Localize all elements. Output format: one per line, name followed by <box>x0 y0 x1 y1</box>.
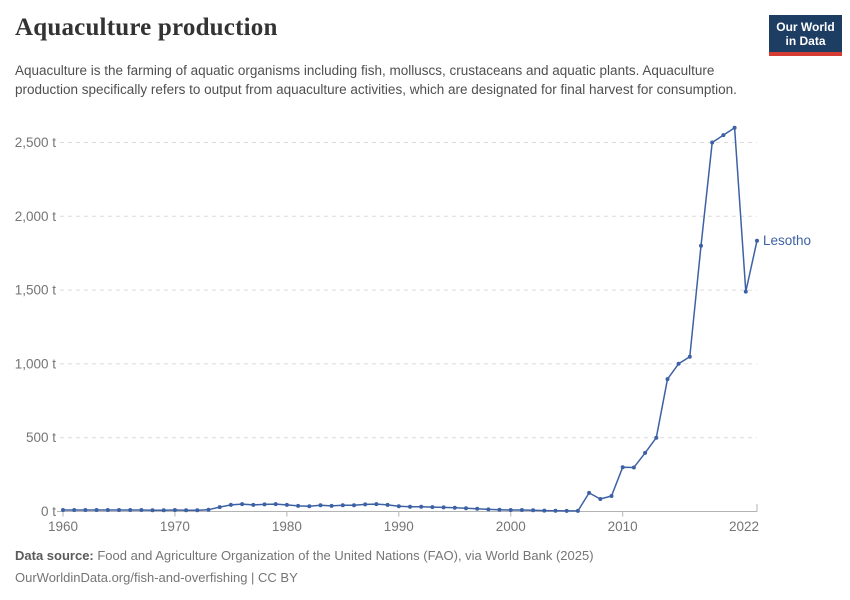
data-point[interactable] <box>408 504 412 509</box>
data-point[interactable] <box>441 505 446 510</box>
data-point[interactable] <box>307 504 312 509</box>
y-axis-tick-label: 1,500 t <box>15 283 57 298</box>
data-point[interactable] <box>609 494 614 498</box>
data-point[interactable] <box>755 238 759 243</box>
data-point[interactable] <box>262 502 267 507</box>
x-axis-tick-label: 1990 <box>384 519 414 534</box>
data-point[interactable] <box>430 505 435 510</box>
data-point[interactable] <box>676 361 681 366</box>
data-point[interactable] <box>531 508 536 513</box>
data-point[interactable] <box>94 508 99 512</box>
data-point[interactable] <box>105 508 110 512</box>
data-point[interactable] <box>72 508 77 512</box>
data-point[interactable] <box>363 502 368 507</box>
data-point[interactable] <box>587 490 592 495</box>
data-point[interactable] <box>508 508 513 512</box>
data-point[interactable] <box>340 503 345 508</box>
data-point[interactable] <box>385 502 390 507</box>
data-line[interactable] <box>63 126 758 512</box>
data-point[interactable] <box>396 504 401 509</box>
data-point[interactable] <box>486 507 491 512</box>
x-axis-tick-label: 2022 <box>729 519 759 534</box>
data-source-line: Data source: Food and Agriculture Organi… <box>15 545 594 567</box>
data-point[interactable] <box>631 465 636 470</box>
data-point[interactable] <box>217 505 222 510</box>
data-point[interactable] <box>464 506 468 511</box>
data-point[interactable] <box>654 435 659 440</box>
data-point[interactable] <box>419 504 424 509</box>
data-point[interactable] <box>452 505 457 510</box>
data-point[interactable] <box>273 502 278 507</box>
y-axis-tick-label: 500 t <box>26 430 56 445</box>
data-point[interactable] <box>352 503 356 508</box>
data-point[interactable] <box>184 508 189 513</box>
data-point[interactable] <box>553 508 558 513</box>
logo-red-accent-bar <box>769 52 842 56</box>
data-point[interactable] <box>620 465 625 470</box>
x-axis-tick-label: 1980 <box>272 519 302 534</box>
data-point[interactable] <box>83 508 88 512</box>
data-point[interactable] <box>195 508 200 513</box>
data-point[interactable] <box>665 377 670 382</box>
data-point[interactable] <box>240 502 245 507</box>
data-point[interactable] <box>542 508 547 513</box>
data-point[interactable] <box>61 508 65 512</box>
data-point[interactable] <box>318 503 323 508</box>
data-point[interactable] <box>475 506 480 511</box>
footer: Data source: Food and Agriculture Organi… <box>15 545 594 589</box>
data-source-text: Food and Agriculture Organization of the… <box>93 548 594 563</box>
data-source-label: Data source: <box>15 548 94 563</box>
page-title: Aquaculture production <box>15 14 278 41</box>
y-axis-tick-label: 2,000 t <box>15 209 57 224</box>
data-point[interactable] <box>575 508 580 513</box>
x-axis-tick-label: 1970 <box>160 519 190 534</box>
logo-line-1: Our World <box>776 19 835 34</box>
logo-line-2: in Data <box>785 33 826 48</box>
y-axis-tick-label: 2,500 t <box>15 135 57 150</box>
x-axis-tick-label: 1960 <box>48 519 78 534</box>
data-point[interactable] <box>172 508 177 512</box>
chart-subtitle: Aquaculture is the farming of aquatic or… <box>15 63 737 97</box>
data-point[interactable] <box>721 133 726 138</box>
series-end-label[interactable]: Lesotho <box>763 233 811 248</box>
y-axis-tick-label: 0 t <box>41 504 56 519</box>
data-point[interactable] <box>206 507 211 512</box>
data-point[interactable] <box>161 508 166 513</box>
license-line[interactable]: OurWorldinData.org/fish-and-overfishing … <box>15 570 298 585</box>
data-point[interactable] <box>564 508 569 513</box>
data-point[interactable] <box>329 503 334 508</box>
owid-logo[interactable]: Our World in Data <box>769 15 842 56</box>
data-point[interactable] <box>296 503 301 508</box>
data-point[interactable] <box>128 508 133 512</box>
data-point[interactable] <box>228 502 233 507</box>
data-point[interactable] <box>251 502 256 507</box>
data-point[interactable] <box>139 508 144 512</box>
x-axis-tick-label: 2010 <box>608 519 638 534</box>
y-axis-tick-label: 1,000 t <box>15 356 57 371</box>
data-point[interactable] <box>519 508 524 512</box>
data-point[interactable] <box>710 140 715 145</box>
data-point[interactable] <box>743 289 748 294</box>
data-point[interactable] <box>150 508 155 513</box>
data-point[interactable] <box>687 354 692 359</box>
data-point[interactable] <box>117 508 121 512</box>
data-point[interactable] <box>699 243 703 248</box>
data-point[interactable] <box>643 450 648 455</box>
data-point[interactable] <box>284 502 289 507</box>
data-point[interactable] <box>598 497 603 501</box>
data-point[interactable] <box>732 125 737 130</box>
x-axis-tick-label: 2000 <box>496 519 526 534</box>
data-point[interactable] <box>497 507 502 512</box>
data-point[interactable] <box>374 502 379 507</box>
